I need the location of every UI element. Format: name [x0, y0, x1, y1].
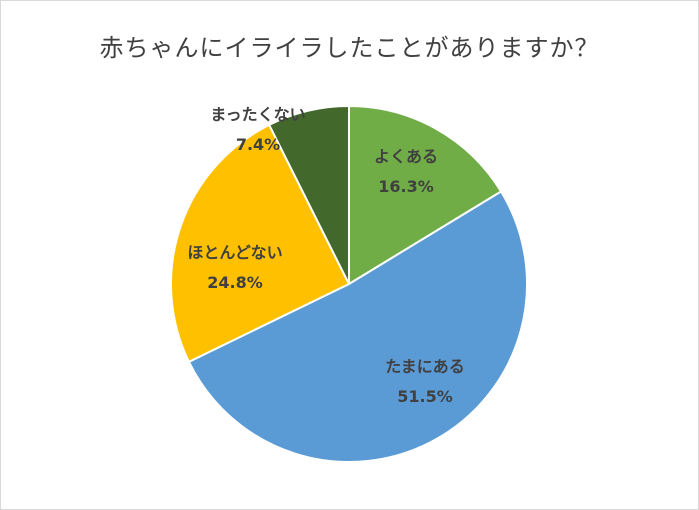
- slice-value-rarely: 24.8%: [207, 273, 263, 292]
- slice-label-never: まったくない: [210, 105, 305, 124]
- pie-slice-never: [267, 104, 350, 285]
- pie-slice-sometimes: [187, 190, 528, 464]
- pie-labels: よくある 16.3% たまにある 51.5% ほとんどない 24.8% まったくない 7.4%: [187, 105, 464, 406]
- slice-value-never: 7.4%: [236, 135, 280, 154]
- pie-slice-rarely: [170, 123, 351, 364]
- pie-slices: [170, 104, 528, 464]
- slice-label-often: よくある: [374, 147, 438, 166]
- slice-label-rarely: ほとんどない: [187, 243, 282, 262]
- chart-title: 赤ちゃんにイライラしたことがありますか？: [99, 34, 600, 62]
- slice-value-sometimes: 51.5%: [397, 387, 453, 406]
- pie-slice-often: [348, 104, 503, 286]
- slice-value-often: 16.3%: [378, 177, 434, 196]
- slice-label-sometimes: たまにある: [385, 357, 465, 376]
